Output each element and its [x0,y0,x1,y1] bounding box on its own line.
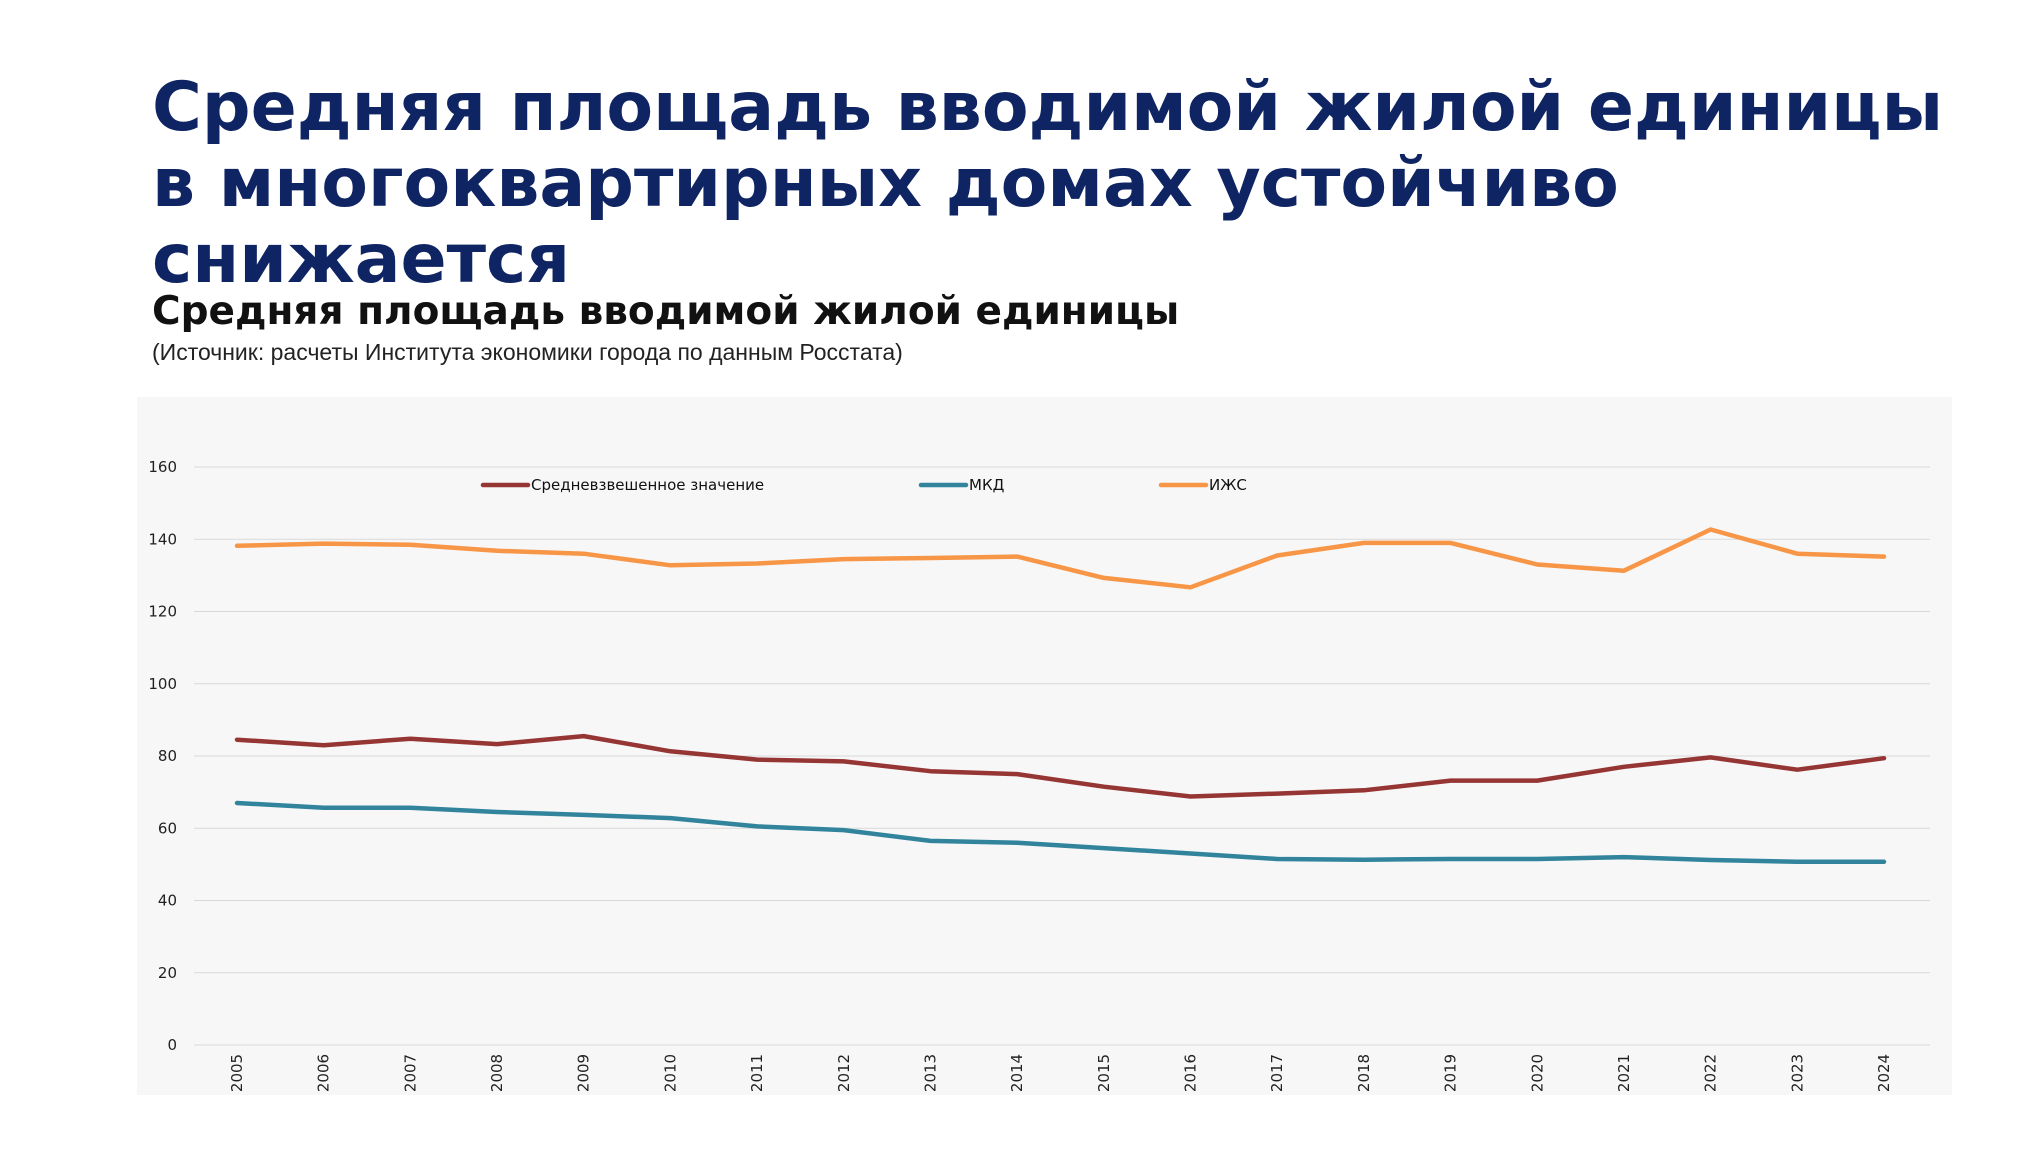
x-tick-label: 2009 [575,1054,593,1092]
legend-label: МКД [969,476,1004,494]
x-tick-label: 2017 [1268,1054,1286,1092]
x-tick-label: 2016 [1182,1054,1200,1092]
x-tick-label: 2022 [1702,1054,1720,1092]
x-tick-label: 2011 [748,1054,766,1092]
y-tick-label: 100 [148,675,177,693]
x-tick-label: 2008 [488,1054,506,1092]
series-line [234,527,1887,590]
x-tick-label: 2015 [1095,1054,1113,1092]
x-tick-label: 2005 [228,1054,246,1092]
y-tick-label: 120 [148,603,177,621]
series-line [234,733,1887,799]
chart-panel: 0 20 40 60 80 100 120 140 160 2005 2006 2007 2008 200… [137,397,1952,1095]
legend-label: Средневзвешенное значение [531,476,764,494]
x-tick-label: 2021 [1615,1054,1633,1092]
x-tick-label: 2018 [1355,1054,1373,1092]
line-chart: 0 20 40 60 80 100 120 140 160 2005 2006 2007 2008 200… [137,397,1952,1095]
x-tick-label: 2012 [835,1054,853,1092]
x-tick-label: 2014 [1008,1054,1026,1092]
x-tick-label: 2024 [1875,1054,1893,1092]
series-line [234,800,1887,865]
slide-title: Средняя площадь вводимой жилой единицы в… [152,68,1944,299]
x-tick-label: 2019 [1442,1054,1460,1092]
y-tick-label: 80 [158,747,177,765]
x-tick-label: 2007 [401,1054,419,1092]
x-tick-label: 2013 [921,1054,939,1092]
chart-source-note: (Источник: расчеты Института экономики г… [152,339,903,365]
y-tick-label: 0 [167,1036,177,1054]
y-tick-label: 140 [148,530,177,548]
chart-title: Средняя площадь вводимой жилой единицы [152,289,1180,334]
x-tick-label: 2023 [1788,1054,1806,1092]
chart-background [137,397,1952,1095]
y-tick-label: 160 [148,458,177,476]
y-tick-label: 40 [158,892,177,910]
legend-label: ИЖС [1209,476,1247,494]
y-tick-label: 60 [158,819,177,837]
x-tick-label: 2020 [1528,1054,1546,1092]
x-tick-label: 2006 [315,1054,333,1092]
x-tick-label: 2010 [661,1054,679,1092]
y-tick-label: 20 [158,964,177,982]
